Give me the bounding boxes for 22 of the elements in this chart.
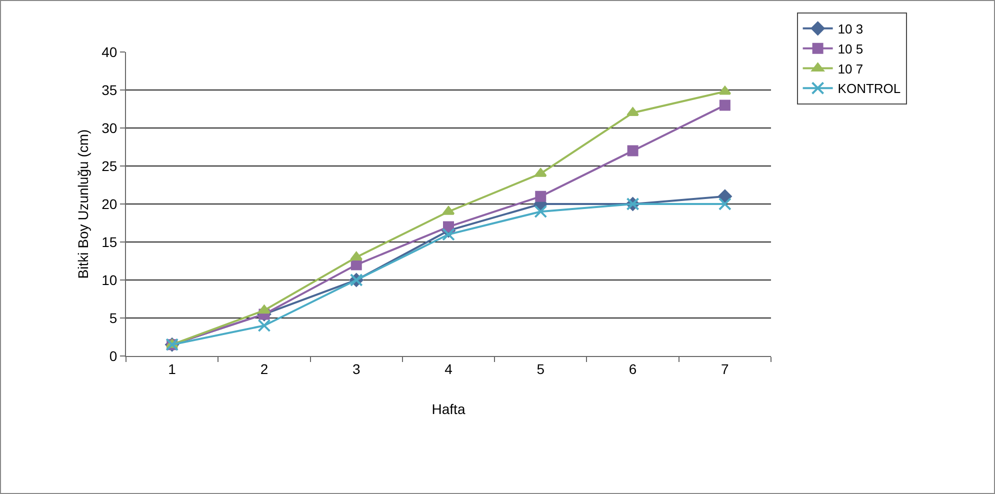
y-tick-label: 25 [102,158,118,174]
x-tick-label: 6 [628,360,637,377]
x-tick-label: 1 [168,360,176,377]
y-tick-label: 10 [102,272,118,288]
legend-label: KONTROL [838,81,901,96]
x-tick-label: 7 [721,360,730,377]
y-axis-title: Bitki Boy Uzunluğu (cm) [75,129,91,279]
y-tick-label: 20 [102,196,118,212]
x-tick-label: 3 [352,360,360,377]
x-tick-label: 4 [444,360,453,377]
y-tick-label: 5 [109,310,118,326]
y-tick-label: 15 [102,234,118,250]
y-tick-label: 40 [102,44,118,60]
x-tick-label: 2 [260,360,268,377]
legend-label: 10 7 [838,61,864,76]
y-tick-label: 0 [109,348,118,364]
x-tick-label: 5 [536,360,545,377]
y-tick-label: 30 [102,120,118,136]
legend-label: 10 5 [838,41,864,56]
legend-label: 10 3 [838,22,864,36]
y-tick-label: 35 [102,82,118,98]
x-axis-title: Hafta [432,401,466,418]
